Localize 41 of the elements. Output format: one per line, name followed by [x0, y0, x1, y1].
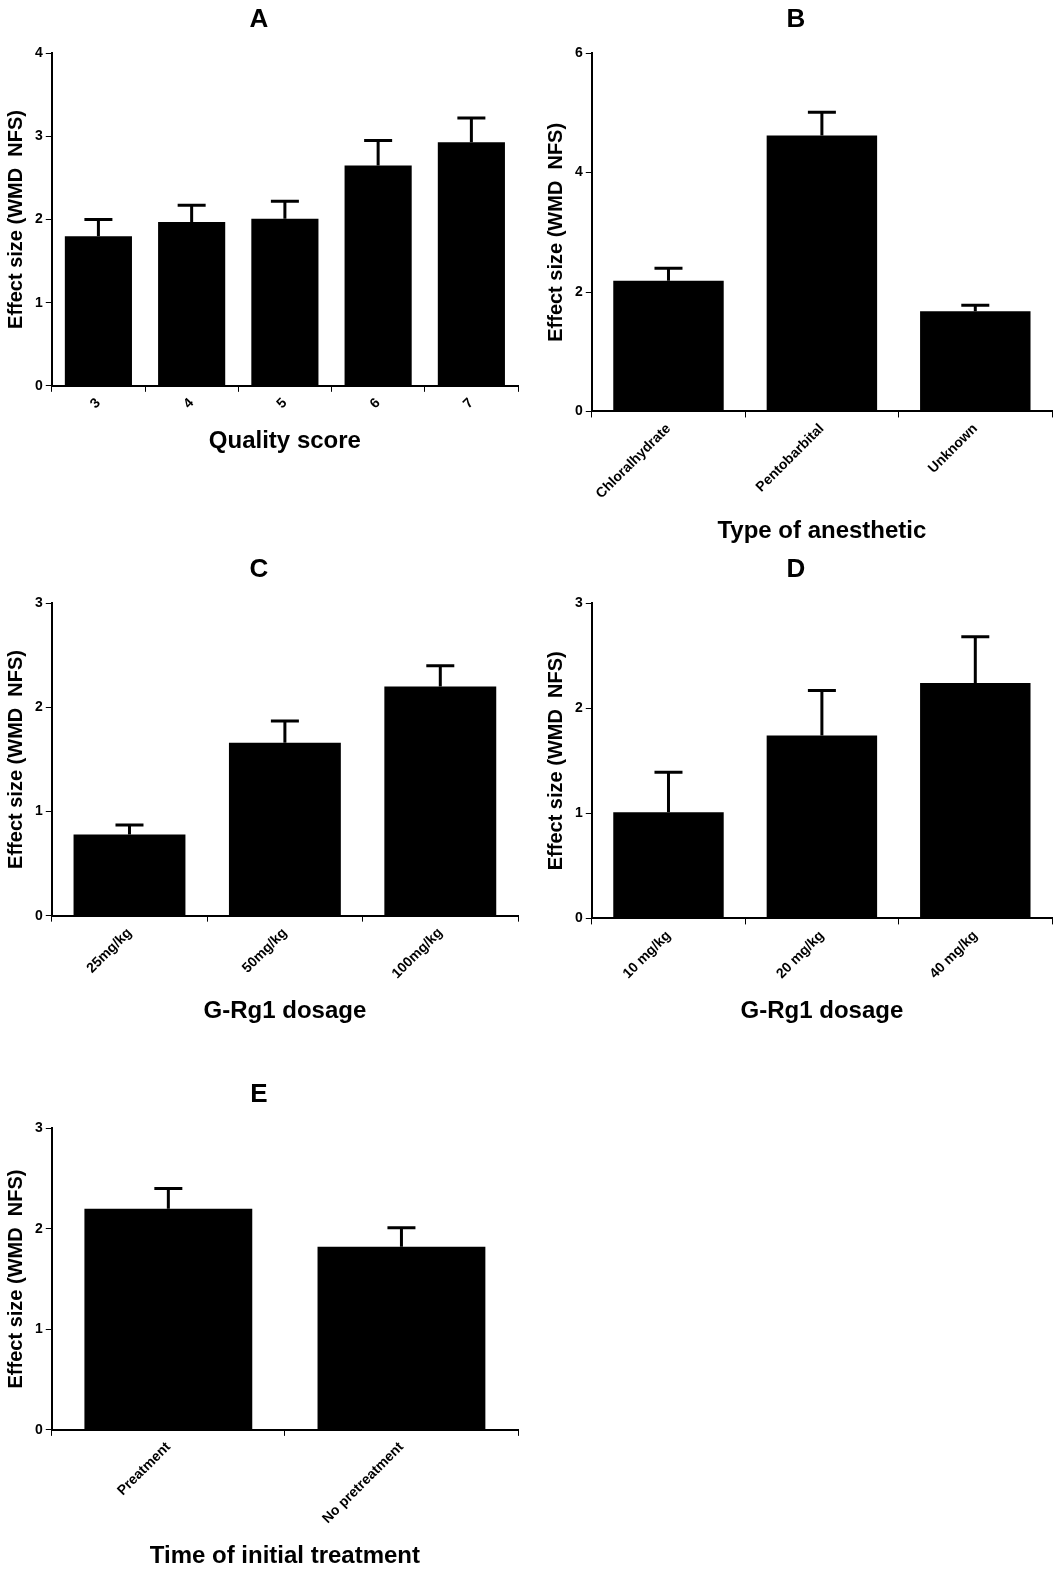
- y-tick-label: 3: [574, 594, 583, 611]
- y-axis-title: Effect size (WMD NFS): [3, 649, 26, 869]
- y-tick-label: 3: [34, 594, 43, 611]
- y-tick-label: 4: [34, 44, 43, 61]
- y-tick-label: 1: [34, 802, 43, 819]
- y-tick-label: 1: [34, 1320, 43, 1337]
- chart-title: B: [786, 2, 806, 33]
- y-tick-label: 2: [574, 699, 583, 716]
- y-tick-label: 3: [34, 1119, 43, 1136]
- y-tick-label: 0: [574, 402, 583, 419]
- x-tick-label: 5: [272, 394, 290, 412]
- y-axis-title: Effect size (WMD NFS): [543, 122, 566, 342]
- y-tick-label: 6: [574, 44, 583, 61]
- chart-title: A: [249, 2, 269, 33]
- y-tick-label: 0: [34, 906, 43, 923]
- chart-title: E: [250, 1077, 268, 1108]
- x-axis-title: G-Rg1 dosage: [203, 996, 367, 1024]
- x-axis-title: Type of anesthetic: [717, 516, 927, 544]
- y-tick-label: 0: [34, 376, 43, 393]
- x-tick-label: 7: [459, 394, 477, 412]
- x-tick-label: 4: [179, 394, 197, 412]
- x-tick-label: 3: [86, 394, 104, 412]
- y-tick-label: 1: [34, 293, 43, 310]
- y-axis-title: Effect size (WMD NFS): [3, 1169, 26, 1389]
- y-tick-label: 1: [574, 804, 583, 821]
- y-tick-label: 2: [34, 210, 43, 227]
- y-axis-title: Effect size (WMD NFS): [543, 651, 566, 871]
- y-tick-label: 4: [574, 163, 583, 180]
- x-tick-label: 6: [366, 394, 384, 412]
- y-tick-label: 2: [574, 282, 583, 299]
- y-tick-label: 2: [34, 1219, 43, 1236]
- y-tick-label: 0: [574, 909, 583, 926]
- x-axis-title: G-Rg1 dosage: [740, 996, 904, 1024]
- chart-title: C: [249, 552, 269, 583]
- y-tick-label: 0: [34, 1420, 43, 1437]
- y-tick-label: 3: [34, 127, 43, 144]
- y-tick-label: 2: [34, 698, 43, 715]
- y-axis-title: Effect size (WMD NFS): [3, 110, 26, 329]
- x-axis-title: Time of initial treatment: [149, 1541, 421, 1569]
- x-axis-title: Quality score: [208, 426, 361, 454]
- chart-title: D: [786, 552, 806, 583]
